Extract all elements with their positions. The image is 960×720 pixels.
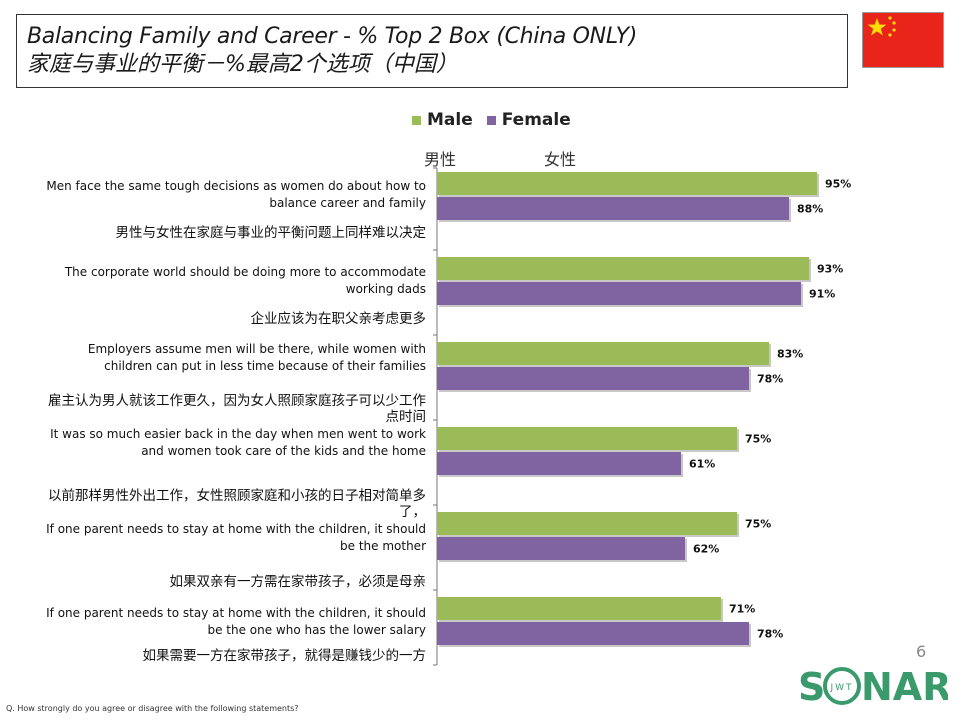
bar-male [437,257,809,280]
bar-male [437,172,817,195]
data-label-female: 62% [693,543,719,556]
row-label-en: If one parent needs to stay at home with… [46,606,426,637]
data-label-female: 78% [757,373,783,386]
flag-small-star [888,16,892,20]
data-label-female: 88% [797,203,823,216]
row-label-zh: 如果双亲有一方需在家带孩子，必须是母亲 [169,574,427,590]
data-label-male: 93% [817,263,843,276]
chart-bars: 95% 93% 83% 75% 75% 71% 88% 91% 78% 61% 62% 78% [433,167,851,666]
legend-swatch-female [486,115,496,125]
row-label-en: It was so much easier back in the day wh… [50,427,426,458]
sonar-jwt-logo: S JWT NAR [798,660,951,709]
bar-female [437,452,681,475]
data-label-female: 61% [689,458,715,471]
row-label-zh: 雇主认为男人就该工作更久，因为女人照顾家庭孩子可以少工作点时间 [48,393,426,425]
bar-male [437,427,737,450]
bar-female [437,367,749,390]
data-label-female: 91% [809,288,835,301]
row-label-zh: 如果需要一方在家带孩子，就得是赚钱少的一方 [142,648,427,664]
row-label-zh: 以前那样男性外出工作，女性照顾家庭和小孩的日子相对简单多了， [48,488,426,520]
data-label-male: 75% [745,433,771,446]
row-label-en: Employers assume men will be there, whil… [87,342,426,373]
legend-label-male: Male [427,110,473,130]
data-label-female: 78% [757,628,783,641]
legend-swatch-male [412,115,421,125]
bar-female [437,197,789,220]
bar-female [437,537,685,560]
flag-small-star [892,21,896,25]
bar-male [437,342,769,365]
data-label-male: 71% [729,603,755,616]
page-number: 6 [916,642,927,661]
legend-item-female: Female [486,110,571,130]
legend-label-female: Female [501,110,571,130]
data-label-male: 95% [825,178,851,191]
row-label-en: The corporate world should be doing more… [64,265,426,296]
china-flag-icon [862,12,944,68]
bar-female [437,622,749,645]
bar-male [437,512,737,535]
flag-big-star [867,18,887,36]
row-label-en: If one parent needs to stay at home with… [46,522,426,553]
row-label-en: Men face the same tough decisions as wom… [46,179,426,210]
logo-ring-text: JWT [829,683,853,693]
footnote: Q. How strongly do you agree or disagree… [6,704,299,713]
data-label-male: 75% [745,518,771,531]
column-label-male: 男性 [424,150,457,169]
legend-item-male: Male [412,110,473,130]
flag-small-star [888,33,892,37]
logo-ring [823,667,861,705]
logo-text-right: NAR [861,665,948,708]
column-label-female: 女性 [544,150,577,169]
bar-female [437,282,801,305]
chart-legend: Male Female [412,108,585,132]
row-label-zh: 男性与女性在家庭与事业的平衡问题上同样难以决定 [115,225,427,241]
logo-text-left: S [798,665,825,708]
bar-male [437,597,721,620]
title-chinese: 家庭与事业的平衡－%最高2个选项（中国） [27,52,458,77]
title-english: Balancing Family and Career - % Top 2 Bo… [27,24,638,49]
flag-small-star [892,28,896,32]
data-label-male: 83% [777,348,803,361]
title-box: Balancing Family and Career - % Top 2 Bo… [16,14,848,88]
row-label-zh: 企业应该为在职父亲考虑更多 [250,311,427,327]
